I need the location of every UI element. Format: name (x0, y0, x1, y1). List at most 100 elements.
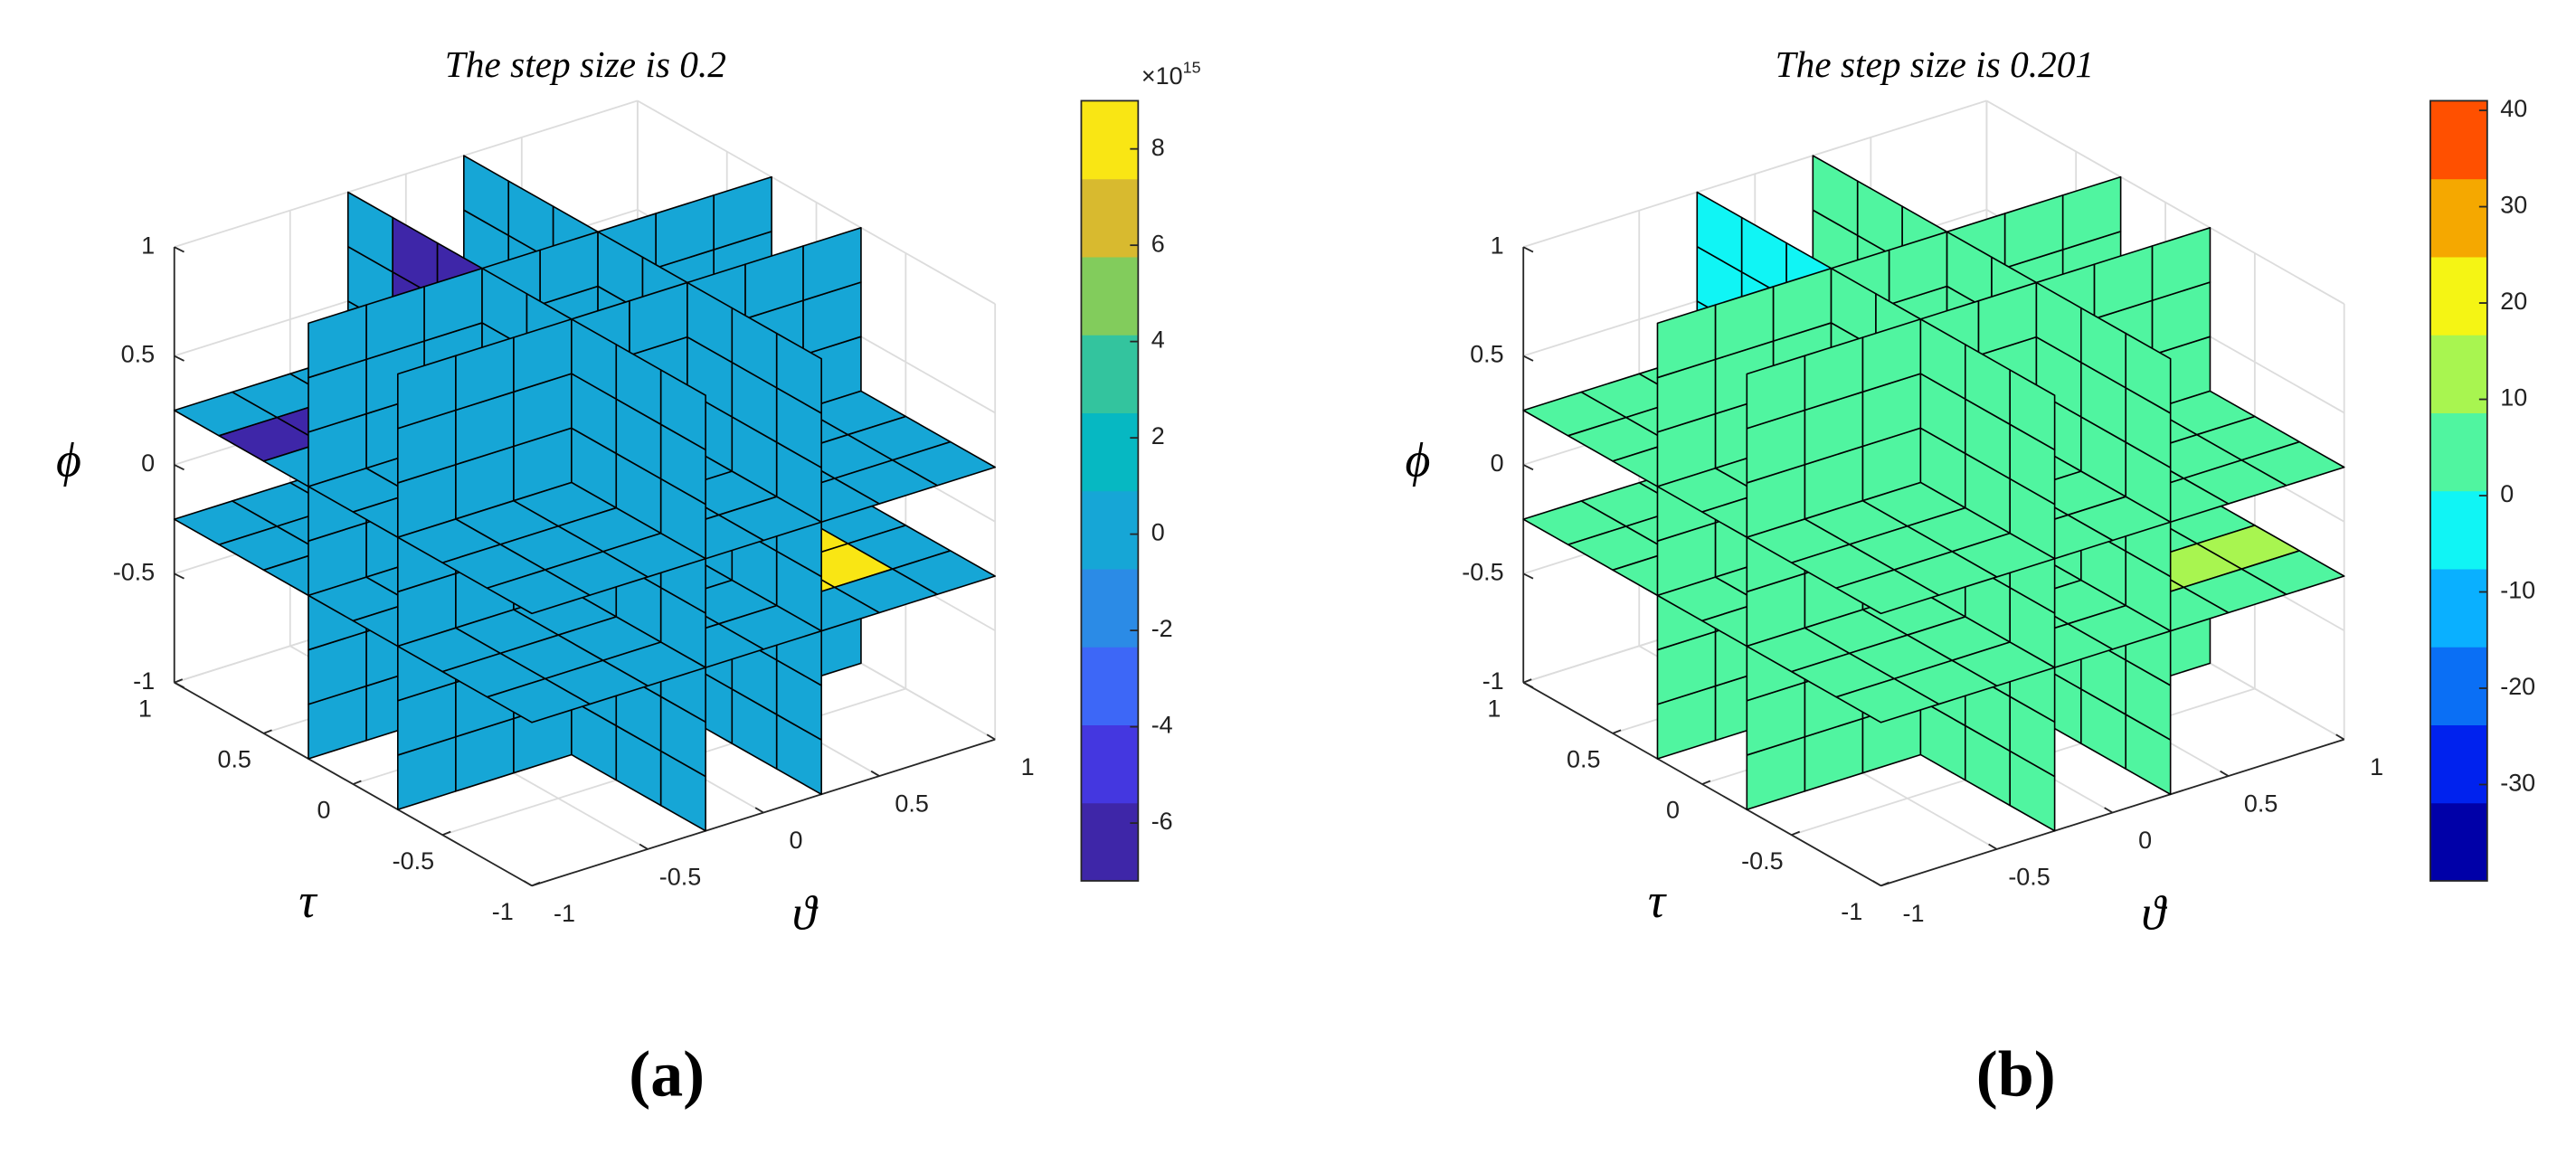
colorbar-band (1081, 256, 1139, 336)
slice-cell (1746, 355, 1806, 430)
slice-cell (1656, 304, 1717, 379)
y-tick (174, 678, 184, 684)
y-tick-label: -1 (1841, 898, 1862, 925)
panel: -1-0.500.51-1-0.500.51-1-0.500.51ϑτϕThe … (56, 43, 1201, 1111)
colorbar-frame (1080, 99, 1140, 882)
z-tick (174, 246, 185, 253)
y-tick (1522, 678, 1532, 684)
z-tick (174, 355, 185, 362)
z-tick-label: 0 (1491, 449, 1504, 477)
slice-cell (2125, 332, 2172, 414)
colorbar-tick-label: 0 (1151, 519, 1165, 546)
colorbar-tick-label: 8 (1151, 134, 1165, 161)
z-tick (174, 464, 185, 471)
x-tick (1872, 880, 1882, 887)
z-tick (1522, 246, 1534, 253)
grid-line (1985, 99, 2345, 305)
x-tick (986, 733, 996, 741)
z-tick (1522, 572, 1534, 580)
slice-cell (396, 355, 457, 430)
slice-cell (1835, 677, 1940, 724)
y-tick (441, 830, 451, 837)
y-tick-label: 0 (317, 797, 331, 824)
x-tick-label: 1 (2370, 753, 2383, 780)
y-axis-label: τ (1648, 874, 1667, 928)
colorbar-tick-label: -20 (2500, 673, 2535, 700)
exponent-power: 15 (1183, 58, 1201, 76)
colorbar-band (2429, 100, 2487, 180)
colorbar-frame (2429, 99, 2488, 882)
x-tick-label: -1 (1903, 900, 1925, 927)
x-tick (1988, 843, 1998, 850)
x-tick-label: -1 (554, 900, 575, 927)
y-tick-label: 1 (1487, 695, 1501, 722)
colorbar-tick-label: -6 (1151, 808, 1173, 835)
z-tick (174, 572, 185, 580)
colorbar-band (2429, 724, 2487, 804)
colorbar-tick-label: 40 (2500, 95, 2527, 122)
colorbar-tick-label: -2 (1151, 615, 1173, 642)
z-axis-label: ϕ (56, 432, 81, 487)
x-tick-label: 1 (1021, 753, 1035, 780)
colorbar-band (1081, 100, 1139, 180)
colorbar-band (2429, 647, 2487, 726)
x-tick-label: -0.5 (2008, 863, 2050, 890)
colorbar-tick-label: -4 (1151, 712, 1173, 739)
slice-cell (486, 677, 591, 724)
z-axis-label: ϕ (1405, 432, 1430, 487)
colorbar-band (2429, 490, 2487, 570)
x-tick (754, 807, 764, 814)
colorbar-band (1081, 335, 1139, 413)
colorbar-tick-label: -30 (2500, 770, 2535, 797)
y-tick (353, 780, 362, 785)
z-tick (174, 681, 185, 688)
x-tick (2335, 733, 2345, 741)
colorbar-band (2429, 256, 2487, 336)
grid-line (174, 99, 639, 249)
z-tick-label: 0 (141, 449, 155, 477)
x-tick-label: 0 (2138, 827, 2152, 854)
exponent-base: ×10 (1141, 62, 1183, 90)
colorbar-tick-label: 30 (2500, 192, 2527, 219)
colorbar-tick-label: 10 (2500, 384, 2527, 411)
z-tick-label: 0.5 (121, 341, 155, 368)
z-tick-label: -0.5 (1462, 558, 1503, 585)
x-tick-label: 0.5 (2244, 790, 2278, 818)
z-tick-label: -0.5 (113, 558, 155, 585)
slice-cell (659, 369, 706, 451)
z-tick-label: -1 (1482, 667, 1504, 695)
colorbar-band (1081, 647, 1139, 726)
x-tick (870, 770, 880, 777)
panel: -1-0.500.51-1-0.500.51-1-0.500.51ϑτϕThe … (1405, 43, 2535, 1111)
x-tick-label: 0 (790, 827, 803, 854)
grid-line (637, 99, 996, 305)
x-tick-label: 0.5 (895, 790, 928, 818)
colorbar-band (2429, 178, 2487, 258)
colorbar-band (2429, 335, 2487, 413)
z-tick (1522, 681, 1534, 688)
z-tick (1522, 464, 1534, 471)
y-axis-label: τ (298, 874, 317, 928)
x-tick (523, 880, 533, 887)
y-tick-label: 1 (138, 695, 152, 722)
slice-cell (2009, 369, 2056, 451)
x-tick-label: -0.5 (659, 863, 701, 890)
z-tick-label: 1 (141, 232, 155, 259)
colorbar-band (2429, 568, 2487, 648)
colorbar-tick-label: 2 (1151, 422, 1165, 449)
colorbar-band (1081, 802, 1139, 882)
y-tick (263, 729, 272, 734)
y-tick (1612, 729, 1622, 734)
figure-body: -1-0.500.51-1-0.500.51-1-0.500.51ϑτϕThe … (56, 43, 2535, 1111)
slice-cell (486, 569, 591, 615)
colorbar-tick-label: 4 (1151, 326, 1165, 354)
slice-cell (1835, 569, 1940, 615)
y-tick-label: 0.5 (217, 746, 251, 773)
x-tick (2104, 807, 2114, 814)
colorbar-tick-label: 6 (1151, 230, 1165, 257)
panel-label: (b) (1976, 1038, 2056, 1111)
x-axis-label: ϑ (2141, 886, 2167, 941)
colorbar-band (1081, 724, 1139, 804)
